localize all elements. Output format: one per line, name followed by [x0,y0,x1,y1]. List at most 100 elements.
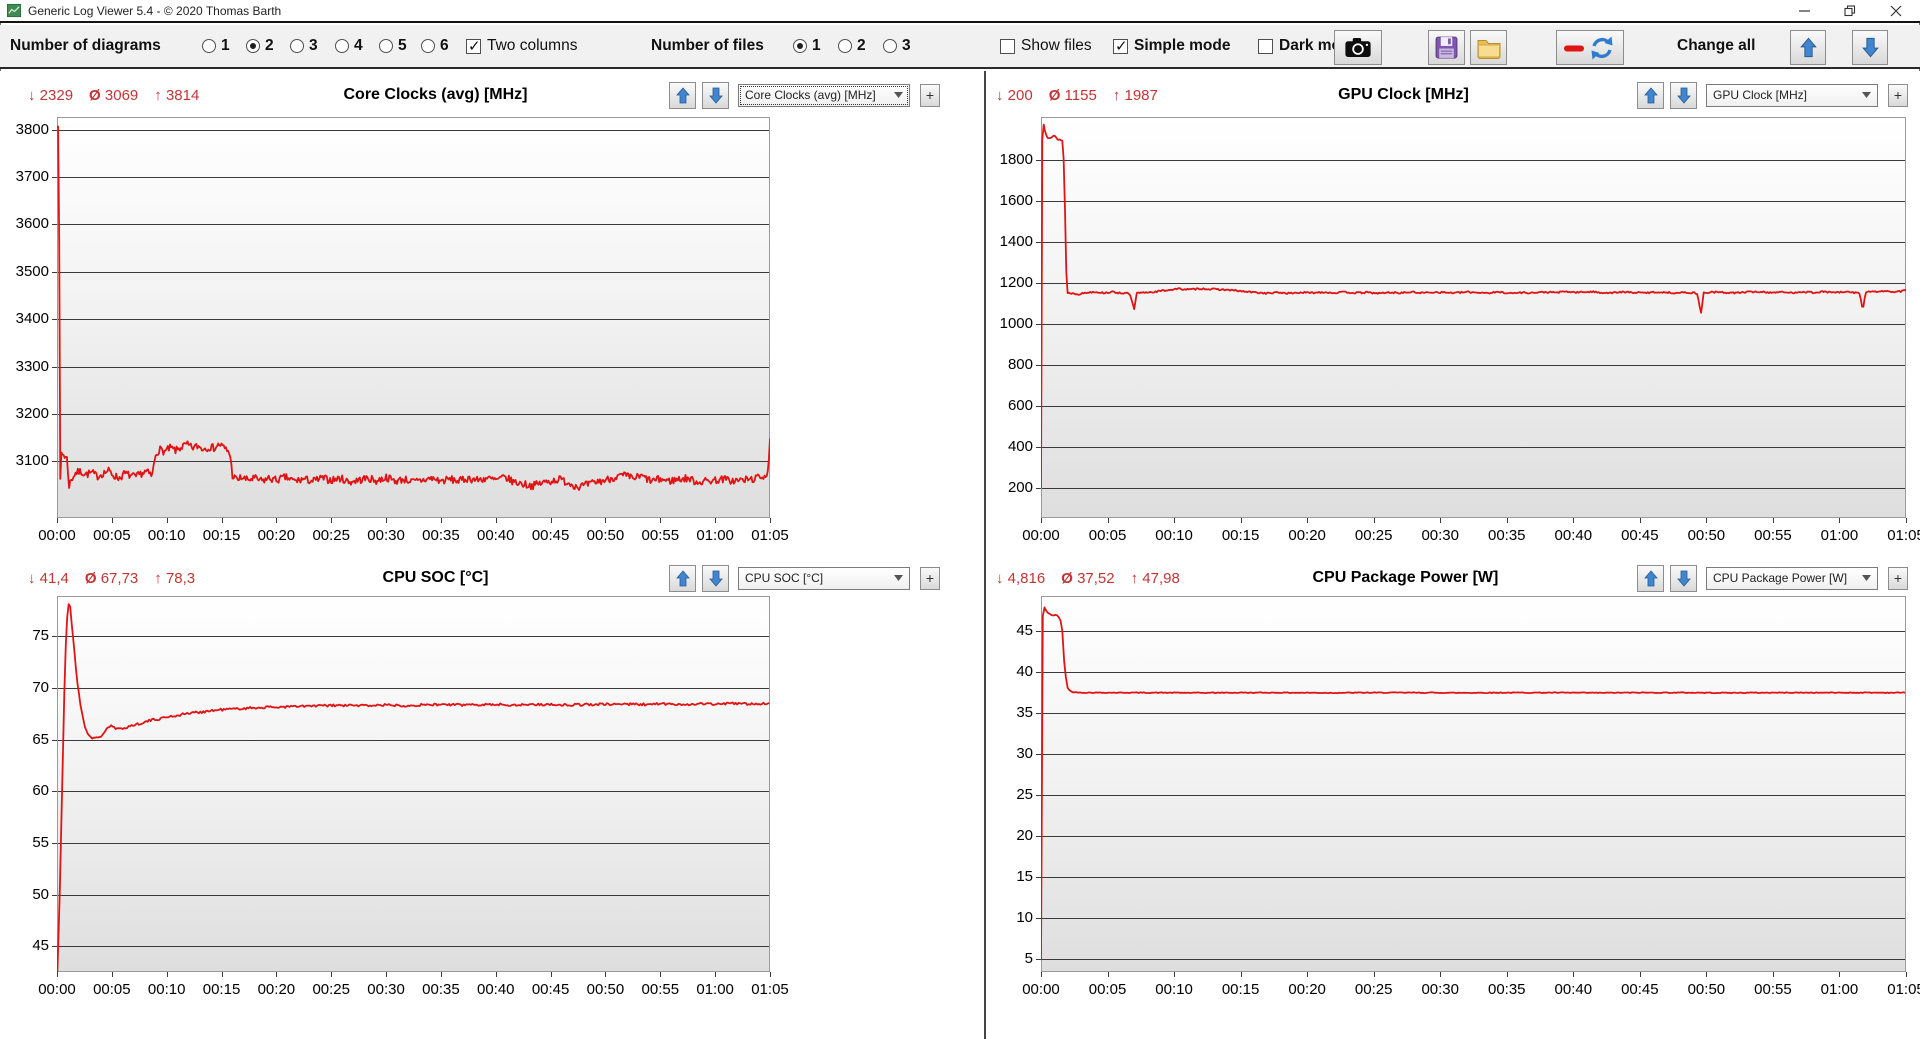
show-files-checkbox[interactable]: Show files [1000,37,1092,55]
line-style-refresh-button[interactable] [1556,30,1624,65]
diagrams-radio-1[interactable]: 1 [202,37,230,55]
diagrams-radio-4[interactable]: 4 [335,37,363,55]
radio-icon[interactable] [335,39,349,53]
x-tick-label: 00:45 [1621,527,1659,544]
radio-icon[interactable] [793,39,807,53]
move-up-button[interactable] [669,81,696,109]
move-down-button[interactable] [702,564,729,592]
x-tick-label: 00:10 [1155,527,1193,544]
restore-button[interactable] [1827,0,1873,21]
y-tick-label: 1000 [999,314,1033,332]
up-arrow-icon [1643,86,1658,103]
radio-icon[interactable] [883,39,897,53]
stat-max: 1987 [1124,86,1158,104]
chevron-down-icon [1862,92,1871,98]
y-tick-label: 200 [1007,478,1033,496]
y-tick-label: 50 [32,885,49,903]
x-tick-label: 00:45 [1621,981,1659,998]
y-tick-label: 1400 [999,232,1033,250]
add-metric-button[interactable]: + [1888,83,1908,107]
chart-title: CPU Package Power [W] [1312,569,1499,586]
radio-icon[interactable] [246,39,260,53]
metric-select[interactable]: CPU Package Power [W] [1706,566,1878,590]
add-metric-button[interactable]: + [920,83,940,107]
chart-header: ↓ 2329 Ø 3069 ↑ 3814 Core Clocks (avg) [… [0,80,984,110]
move-down-button[interactable] [1670,81,1697,109]
radio-icon[interactable] [202,39,216,53]
x-tick-label: 00:20 [1288,527,1326,544]
x-tick-label: 00:05 [93,527,131,544]
plot-area: 3800 3700 3600 3500 3400 3300 3200 3100 00:00 00:… [0,71,984,560]
x-tick-label: 00:55 [641,527,680,544]
checkbox-icon[interactable] [1258,38,1273,54]
x-tick-label: 00:00 [38,527,76,544]
chart-panel-cpu-soc: 75 70 65 60 55 50 45 00:00 00:05 00:10 00:15 00:20 0… [0,560,984,1039]
y-tick-label: 3500 [15,262,49,280]
two-columns-checkbox[interactable]: Two columns [466,37,577,55]
change-all-up-button[interactable] [1790,30,1826,65]
close-button[interactable] [1873,0,1919,21]
x-tick-label: 01:05 [751,981,789,998]
diagrams-radio-3[interactable]: 3 [290,37,318,55]
x-tick-label: 01:00 [1820,981,1859,998]
down-arrow-icon [1676,87,1691,104]
x-tick-label: 00:40 [1554,527,1593,544]
x-tick-label: 00:10 [147,981,186,998]
x-tick-label: 00:35 [1487,527,1526,544]
screenshot-button[interactable] [1334,30,1382,65]
radio-icon[interactable] [290,39,304,53]
checkbox-icon[interactable] [466,37,481,55]
add-metric-button[interactable]: + [1888,566,1908,590]
radio-icon[interactable] [421,39,435,53]
files-radio-1[interactable]: 1 [793,37,821,55]
x-tick-label: 00:55 [1754,981,1792,998]
x-tick-label: 00:00 [1022,527,1060,544]
close-icon [1890,5,1902,16]
metric-select[interactable]: GPU Clock [MHz] [1706,83,1878,107]
minimize-button[interactable] [1781,0,1827,21]
simple-mode-checkbox[interactable]: Simple mode [1113,37,1230,55]
radio-icon[interactable] [838,39,852,53]
plot-area: 75 70 65 60 55 50 45 00:00 00:05 00:10 00:15 00:20 0… [0,560,984,1039]
chart-canvas [52,117,771,523]
diagrams-radio-6[interactable]: 6 [421,37,449,55]
chevron-down-icon [894,92,903,98]
checkbox-icon[interactable] [1000,38,1015,54]
x-tick-label: 00:45 [531,981,570,998]
y-tick-label: 3100 [15,451,49,469]
diagrams-radio-2[interactable]: 2 [246,37,274,55]
open-button[interactable] [1470,30,1507,65]
move-up-button[interactable] [1637,564,1664,592]
move-up-button[interactable] [669,564,696,592]
floppy-save-icon [1435,36,1458,59]
files-radio-3[interactable]: 3 [883,37,911,55]
change-all-down-button[interactable] [1852,30,1888,65]
plot-area: 45 40 35 30 25 20 15 10 5 00:00 00:05 00:10 00:15 00:… [986,560,1920,1039]
diagrams-radio-5[interactable]: 5 [379,37,407,55]
metric-select[interactable]: CPU SOC [°C] [738,566,910,590]
move-down-button[interactable] [1670,564,1697,592]
checkbox-icon[interactable] [1113,37,1128,55]
chart-stats: ↓ 4,816 Ø 37,52 ↑ 47,98 [996,570,1180,587]
move-up-button[interactable] [1637,81,1664,109]
metric-select[interactable]: Core Clocks (avg) [MHz] [738,83,910,107]
chart-line [57,125,770,491]
chart-line [1041,606,1906,961]
diagrams-group-label: Number of diagrams [10,37,161,54]
x-tick-label: 00:10 [147,527,186,544]
add-metric-button[interactable]: + [920,566,940,590]
files-radio-2[interactable]: 2 [838,37,866,55]
chart-header: ↓ 4,816 Ø 37,52 ↑ 47,98 CPU Package Powe… [986,563,1920,593]
files-group-label: Number of files [651,37,764,54]
x-tick-label: 00:45 [531,527,570,544]
save-button[interactable] [1428,30,1465,65]
x-tick-label: 00:35 [1487,981,1526,998]
chart-panel-cpu-package-power: 45 40 35 30 25 20 15 10 5 00:00 00:05 00:10 00:15 00:… [984,560,1920,1039]
y-tick-label: 40 [1016,662,1033,680]
move-down-button[interactable] [702,81,729,109]
radio-icon[interactable] [379,39,393,53]
stat-avg: 37,52 [1077,569,1115,587]
chart-header: ↓ 41,4 Ø 67,73 ↑ 78,3 CPU SOC [°C] CPU S… [0,563,984,593]
chart-canvas [1036,596,1907,977]
minimize-icon [1798,10,1810,12]
